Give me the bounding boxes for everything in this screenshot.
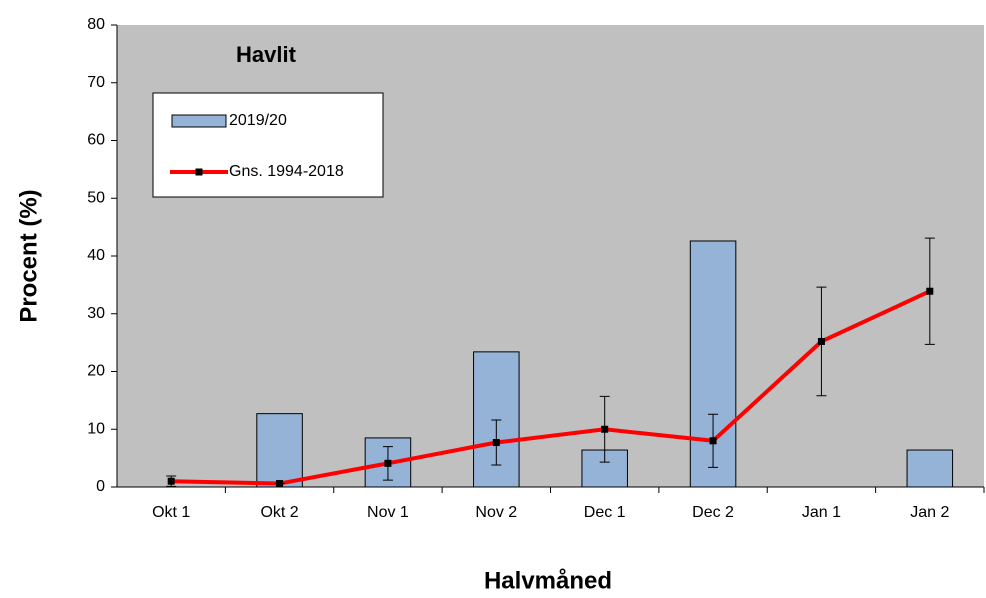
x-tick-label: Nov 2 bbox=[475, 504, 517, 521]
x-tick-label: Nov 1 bbox=[367, 504, 409, 521]
line-marker bbox=[817, 337, 825, 345]
y-tick-label: 70 bbox=[87, 74, 105, 91]
line-marker bbox=[926, 287, 934, 295]
line-marker bbox=[492, 439, 500, 447]
y-tick-label: 60 bbox=[87, 132, 105, 149]
x-tick-label: Jan 1 bbox=[802, 504, 841, 521]
y-tick-label: 50 bbox=[87, 189, 105, 206]
line-marker bbox=[384, 459, 392, 467]
chart-title: Havlit bbox=[236, 42, 297, 67]
x-tick-label: Okt 1 bbox=[152, 504, 190, 521]
bar bbox=[473, 351, 520, 488]
legend-label: Gns. 1994-2018 bbox=[229, 163, 344, 180]
y-axis-label: Procent (%) bbox=[15, 189, 42, 322]
bar bbox=[256, 413, 303, 488]
x-tick-label: Jan 2 bbox=[910, 504, 949, 521]
y-tick-label: 10 bbox=[87, 420, 105, 437]
line-marker bbox=[276, 480, 284, 488]
legend-label: 2019/20 bbox=[229, 112, 287, 129]
y-tick-label: 40 bbox=[87, 247, 105, 264]
y-tick-label: 30 bbox=[87, 305, 105, 322]
line bbox=[171, 289, 931, 486]
line-marker bbox=[709, 437, 717, 445]
y-tick-label: 0 bbox=[96, 478, 105, 495]
bar bbox=[906, 449, 954, 488]
x-axis-label: Halvmåned bbox=[484, 567, 612, 594]
legend-box bbox=[152, 92, 384, 198]
x-tick-label: Okt 2 bbox=[260, 504, 298, 521]
x-tick-label: Dec 1 bbox=[584, 504, 626, 521]
line-marker bbox=[167, 477, 175, 485]
x-tick-label: Dec 2 bbox=[692, 504, 734, 521]
y-tick-label: 80 bbox=[87, 16, 105, 33]
y-tick-label: 20 bbox=[87, 363, 105, 380]
legend-swatch bbox=[171, 114, 227, 128]
line-marker bbox=[601, 425, 609, 433]
legend-marker bbox=[195, 168, 203, 176]
